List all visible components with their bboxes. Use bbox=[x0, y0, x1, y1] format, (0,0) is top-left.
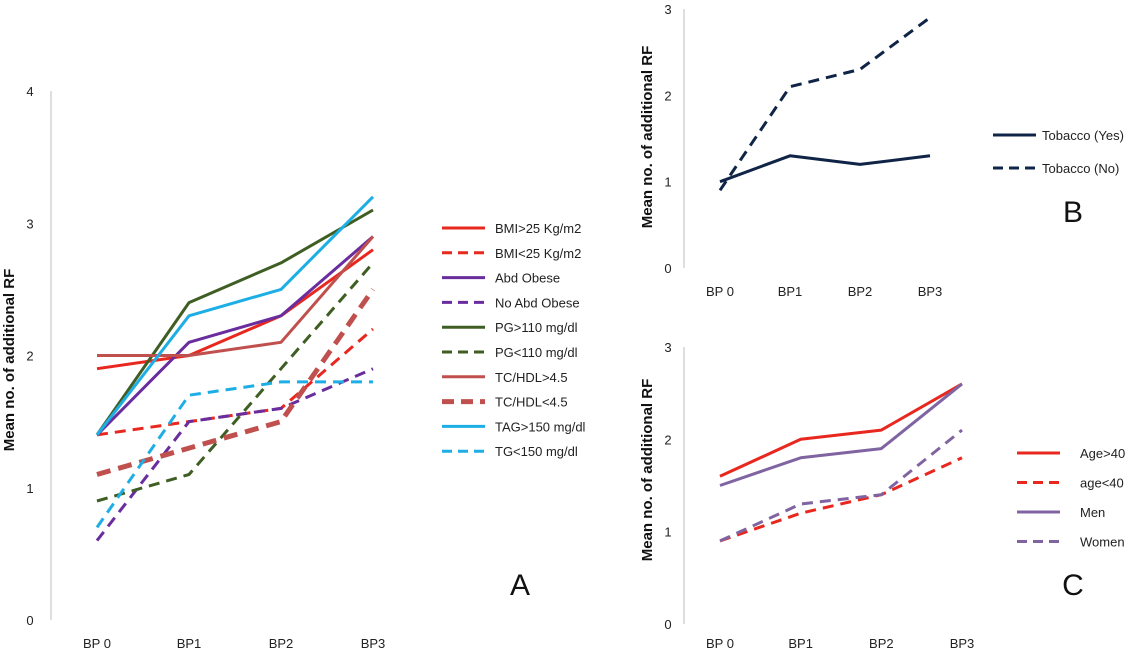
x-tick-label: BP1 bbox=[788, 636, 813, 651]
x-tick-label: BP 0 bbox=[706, 636, 734, 651]
x-tick-label: BP2 bbox=[848, 284, 873, 299]
legend-label: Age>40 bbox=[1080, 446, 1125, 461]
series-line-tag-150-mg-dl bbox=[95, 195, 375, 436]
legend-label: PG<110 mg/dl bbox=[495, 345, 578, 360]
x-tick-label: BP3 bbox=[361, 636, 386, 651]
chart-panel-b: 0 1 2 3 BP 0 BP1 BP2 BP3 Mean no. of additional … bbox=[639, 2, 1124, 299]
panel-label: A bbox=[510, 569, 530, 602]
y-tick-label: 2 bbox=[664, 432, 671, 447]
legend-label: BMI>25 Kg/m2 bbox=[495, 221, 581, 236]
series-line-age-40 bbox=[719, 382, 963, 478]
legend-label: Tobacco (Yes) bbox=[1042, 128, 1124, 143]
x-tick-label: BP1 bbox=[177, 636, 202, 651]
y-axis-title: Mean no. of additional RF bbox=[639, 379, 656, 562]
y-tick-label: 1 bbox=[664, 175, 671, 190]
legend-label: No Abd Obese bbox=[495, 295, 580, 310]
y-tick-label: 2 bbox=[26, 349, 33, 364]
y-tick-label: 1 bbox=[26, 481, 33, 496]
x-tick-label: BP3 bbox=[918, 284, 943, 299]
series-line-bmi-25-kg-m2 bbox=[96, 327, 374, 437]
y-tick-label: 0 bbox=[26, 613, 33, 628]
series-line-men bbox=[719, 382, 963, 487]
series-line-no-abd-obese bbox=[95, 367, 374, 542]
series-line-tg-150-mg-dl bbox=[95, 380, 373, 529]
x-tick-label: BP2 bbox=[269, 636, 294, 651]
legend-label: Women bbox=[1080, 535, 1125, 550]
y-tick-label: 1 bbox=[664, 525, 671, 540]
panel-label: B bbox=[1063, 196, 1083, 229]
y-tick-label: 3 bbox=[26, 216, 33, 231]
legend-label: age<40 bbox=[1080, 476, 1124, 491]
chart-panel-c: 0 1 2 3 BP 0 BP1 BP2 BP3 Mean no. of additional … bbox=[639, 340, 1125, 651]
y-tick-label: 0 bbox=[664, 617, 671, 632]
y-tick-label: 0 bbox=[664, 261, 671, 276]
series-line-tobacco-yes bbox=[719, 154, 931, 184]
legend: BMI>25 Kg/m2 BMI<25 Kg/m2 Abd Obese No Abd … bbox=[442, 221, 586, 459]
y-axis-title: Mean no. of additional RF bbox=[639, 46, 656, 229]
series-line-age-40 bbox=[719, 456, 963, 543]
legend-label: PG>110 mg/dl bbox=[495, 320, 578, 335]
legend: Tobacco (Yes) Tobacco (No) bbox=[993, 128, 1124, 176]
legend-label: TG<150 mg/dl bbox=[495, 444, 578, 459]
x-tick-label: BP 0 bbox=[83, 636, 111, 651]
x-tick-label: BP3 bbox=[950, 636, 975, 651]
legend-label: TC/HDL<4.5 bbox=[495, 395, 568, 410]
legend-label: Abd Obese bbox=[495, 271, 560, 286]
y-tick-label: 3 bbox=[664, 2, 671, 17]
series-line-pg-110-mg-dl bbox=[95, 208, 374, 436]
x-tick-label: BP1 bbox=[778, 284, 803, 299]
series-line-pg-110-mg-dl bbox=[96, 261, 375, 503]
legend-label: TC/HDL>4.5 bbox=[495, 370, 568, 385]
series-line-women bbox=[719, 428, 963, 543]
y-axis-title: Mean no. of additional RF bbox=[1, 269, 18, 452]
series-line-bmi-25-kg-m2 bbox=[96, 248, 374, 371]
legend-label: Men bbox=[1080, 505, 1105, 520]
y-tick-label: 2 bbox=[664, 88, 671, 103]
x-tick-label: BP2 bbox=[869, 636, 894, 651]
legend-label: TAG>150 mg/dl bbox=[495, 419, 586, 434]
legend-label: BMI<25 Kg/m2 bbox=[495, 246, 581, 261]
y-tick-label: 3 bbox=[664, 340, 671, 355]
series-line-abd-obese bbox=[95, 235, 374, 436]
x-tick-label: BP 0 bbox=[706, 284, 734, 299]
y-tick-label: 4 bbox=[26, 84, 33, 99]
chart-panel-a: 0 1 2 3 4 BP 0 BP1 BP2 BP3 Mean no. of additional… bbox=[1, 84, 586, 651]
series-line-tc-hdl-4-5 bbox=[97, 235, 375, 357]
series-line-tobacco-no bbox=[718, 16, 931, 192]
legend: Age>40 age<40 Men Women bbox=[1017, 446, 1125, 550]
legend-label: Tobacco (No) bbox=[1042, 161, 1119, 176]
panel-label: C bbox=[1062, 569, 1084, 602]
